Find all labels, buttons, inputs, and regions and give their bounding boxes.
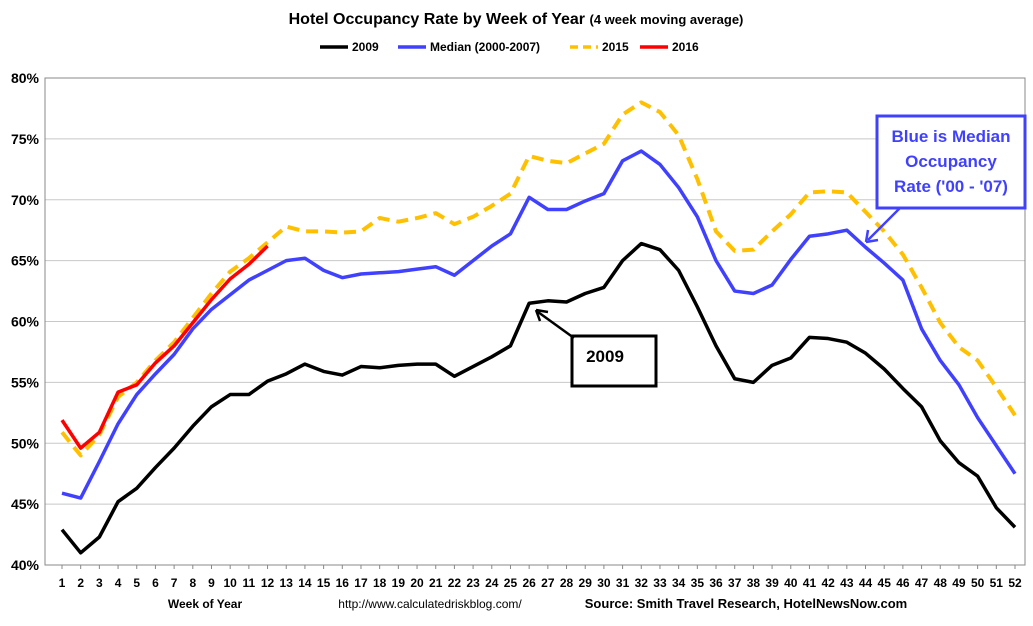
lines xyxy=(60,100,1017,555)
x-tick-label: 33 xyxy=(653,576,667,590)
annotation-text: 2009 xyxy=(586,347,624,366)
annotation-arrowhead xyxy=(534,308,549,322)
legend-label: 2009 xyxy=(352,40,379,54)
x-tick-label: 48 xyxy=(934,576,948,590)
x-tick-label: 3 xyxy=(96,576,103,590)
annotation-text: Rate ('00 - '07) xyxy=(894,177,1008,196)
y-tick-label: 80% xyxy=(11,70,40,86)
series-line xyxy=(61,149,1017,500)
annotation-arrow xyxy=(867,207,901,241)
series-line xyxy=(60,241,1017,555)
legend-label: Median (2000-2007) xyxy=(430,40,540,54)
x-tick-label: 49 xyxy=(952,576,966,590)
x-tick-label: 37 xyxy=(728,576,742,590)
annotations: Blue is Median Occupancy Rate ('00 - '07) 2… xyxy=(534,114,1027,388)
x-tick-label: 47 xyxy=(915,576,929,590)
x-tick-label: 51 xyxy=(990,576,1004,590)
x-tick-label: 27 xyxy=(541,576,555,590)
annotation-box xyxy=(875,114,1027,210)
series-line xyxy=(60,244,269,450)
x-tick-label: 12 xyxy=(261,576,275,590)
x-tick-label: 5 xyxy=(133,576,140,590)
legend-label: 2015 xyxy=(602,40,629,54)
annotation-arrow xyxy=(537,310,575,340)
x-tick-label: 21 xyxy=(429,576,443,590)
y-tick-label: 75% xyxy=(11,131,40,147)
x-tick-label: 13 xyxy=(280,576,294,590)
x-tick-label: 36 xyxy=(709,576,723,590)
subtitle: (4 week moving average) xyxy=(589,12,743,27)
annotation-text: Occupancy xyxy=(905,152,997,171)
x-tick-label: 20 xyxy=(410,576,424,590)
x-tick-label: 38 xyxy=(747,576,761,590)
x-tick-label: 1 xyxy=(59,576,66,590)
x-tick-label: 7 xyxy=(171,576,178,590)
x-tick-label: 50 xyxy=(971,576,985,590)
series-line xyxy=(60,100,1017,458)
y-tick-label: 50% xyxy=(11,435,40,451)
y-tick-label: 45% xyxy=(11,496,40,512)
x-tick-label: 4 xyxy=(115,576,122,590)
x-tick-label: 32 xyxy=(635,576,649,590)
x-tick-label: 29 xyxy=(579,576,593,590)
x-tick-label: 22 xyxy=(448,576,462,590)
x-tick-label: 34 xyxy=(672,576,686,590)
x-tick-label: 41 xyxy=(803,576,817,590)
x-tick-label: 14 xyxy=(298,576,312,590)
x-tick-label: 23 xyxy=(466,576,480,590)
x-tick-label: 26 xyxy=(522,576,536,590)
legend: 2009 Median (2000-2007) 2015 2016 xyxy=(320,40,699,54)
x-tick-label: 31 xyxy=(616,576,630,590)
source: Source: Smith Travel Research, HotelNews… xyxy=(585,596,907,611)
chart-title: Hotel Occupancy Rate by Week of Year (4 … xyxy=(289,11,744,28)
x-tick-label: 8 xyxy=(189,576,196,590)
x-tick-label: 16 xyxy=(336,576,350,590)
y-tick-label: 70% xyxy=(11,192,40,208)
x-tick-label: 43 xyxy=(840,576,854,590)
y-tick-label: 60% xyxy=(11,314,40,330)
x-tick-label: 10 xyxy=(223,576,237,590)
x-tick-label: 25 xyxy=(504,576,518,590)
x-tick-label: 2 xyxy=(77,576,84,590)
y-tick-label: 65% xyxy=(11,253,40,269)
y-tick-label: 55% xyxy=(11,374,40,390)
x-tick-label: 44 xyxy=(859,576,873,590)
x-tick-label: 46 xyxy=(896,576,910,590)
x-tick-label: 28 xyxy=(560,576,574,590)
x-tick-label: 15 xyxy=(317,576,331,590)
annotation-text: Blue is Median xyxy=(891,127,1010,146)
plot-frame xyxy=(44,77,1026,566)
annotation-arrowhead xyxy=(864,229,879,244)
y-tick-label: 40% xyxy=(11,557,40,573)
x-tick-label: 30 xyxy=(597,576,611,590)
x-tick-label: 40 xyxy=(784,576,798,590)
x-tick-label: 39 xyxy=(765,576,779,590)
x-tick-label: 24 xyxy=(485,576,499,590)
annotation-box xyxy=(570,334,658,388)
legend-label: 2016 xyxy=(672,40,699,54)
x-tick-label: 45 xyxy=(878,576,892,590)
x-axis-label: Week of Year xyxy=(168,597,243,611)
x-tick-label: 11 xyxy=(243,576,256,590)
x-tick-label: 9 xyxy=(208,576,215,590)
x-tick-label: 42 xyxy=(821,576,835,590)
x-tick-label: 19 xyxy=(392,576,406,590)
source-url: http://www.calculatedriskblog.com/ xyxy=(338,597,522,611)
x-tick-label: 17 xyxy=(354,576,368,590)
x-tick-label: 6 xyxy=(152,576,159,590)
x-tick-label: 18 xyxy=(373,576,387,590)
x-tick-label: 35 xyxy=(691,576,705,590)
x-tick-label: 52 xyxy=(1008,576,1022,590)
title: Hotel Occupancy Rate by Week of Year xyxy=(289,11,585,28)
